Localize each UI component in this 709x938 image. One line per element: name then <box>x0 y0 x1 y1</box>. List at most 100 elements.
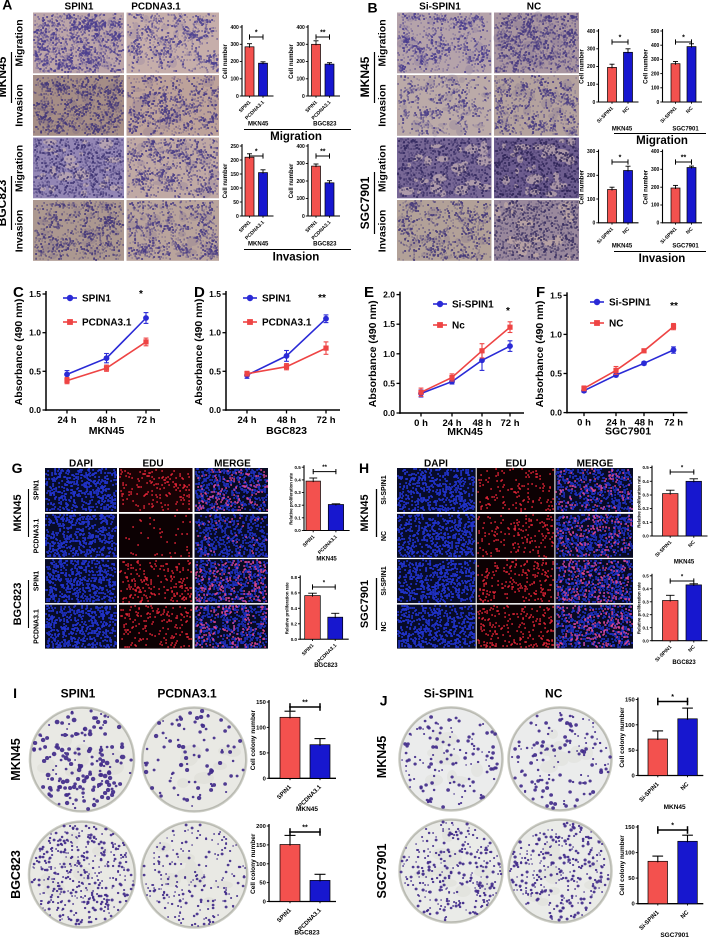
svg-text:*: * <box>619 154 622 161</box>
svg-text:0.3: 0.3 <box>295 490 302 495</box>
svg-text:100: 100 <box>651 86 660 92</box>
svg-text:Invasion: Invasion <box>377 210 389 253</box>
svg-text:Cell number: Cell number <box>223 163 229 198</box>
svg-text:NC: NC <box>609 319 623 330</box>
svg-text:200: 200 <box>230 59 239 65</box>
svg-text:Migration: Migration <box>14 19 26 66</box>
svg-text:100: 100 <box>230 186 239 192</box>
svg-text:Cell number: Cell number <box>223 44 229 79</box>
svg-text:Absorbance (490 nm): Absorbance (490 nm) <box>13 299 25 406</box>
svg-text:Cell number: Cell number <box>289 44 295 79</box>
svg-text:B: B <box>367 0 377 16</box>
svg-text:**: ** <box>320 148 326 155</box>
svg-text:PCDNA3.1: PCDNA3.1 <box>34 519 41 554</box>
svg-text:MKN45: MKN45 <box>612 244 633 250</box>
svg-text:BGC823: BGC823 <box>9 850 23 899</box>
svg-text:0.2: 0.2 <box>643 612 650 617</box>
svg-text:MKN45: MKN45 <box>612 127 633 133</box>
svg-text:50: 50 <box>628 748 634 754</box>
svg-text:Cell number: Cell number <box>289 163 295 198</box>
svg-text:1.0: 1.0 <box>29 328 41 338</box>
svg-text:Si-SPIN1: Si-SPIN1 <box>419 2 461 13</box>
svg-text:200: 200 <box>587 173 596 179</box>
svg-text:0: 0 <box>263 900 266 906</box>
svg-text:Cell colony number: Cell colony number <box>619 707 626 768</box>
svg-text:2.0: 2.0 <box>383 290 395 300</box>
svg-text:0.3: 0.3 <box>643 599 650 604</box>
svg-text:0.0: 0.0 <box>291 637 298 642</box>
svg-text:I: I <box>13 685 17 701</box>
svg-text:100: 100 <box>296 196 305 202</box>
svg-text:Absorbance (490 nm): Absorbance (490 nm) <box>193 299 205 406</box>
svg-text:0.2: 0.2 <box>295 503 302 508</box>
svg-text:100: 100 <box>256 862 266 868</box>
svg-text:50: 50 <box>259 751 265 757</box>
svg-text:SPIN1: SPIN1 <box>34 480 41 500</box>
svg-text:PCDNA3.1: PCDNA3.1 <box>82 318 132 329</box>
svg-text:Cell colony number: Cell colony number <box>250 709 257 770</box>
svg-text:0: 0 <box>236 94 239 100</box>
svg-text:50: 50 <box>628 876 634 882</box>
svg-text:200: 200 <box>230 158 239 164</box>
svg-text:MKN45: MKN45 <box>296 806 318 813</box>
svg-text:1.0: 1.0 <box>209 328 221 338</box>
svg-text:1.0: 1.0 <box>383 349 395 359</box>
svg-text:48 h: 48 h <box>472 418 491 429</box>
svg-text:BGC823: BGC823 <box>266 425 307 437</box>
svg-text:SGC7901: SGC7901 <box>660 932 689 938</box>
svg-text:100: 100 <box>587 82 596 88</box>
svg-text:0.3: 0.3 <box>643 493 650 498</box>
svg-text:SPIN1: SPIN1 <box>34 571 41 591</box>
svg-text:24 h: 24 h <box>606 418 625 429</box>
svg-text:0: 0 <box>631 774 634 780</box>
svg-text:24 h: 24 h <box>57 415 76 426</box>
svg-text:100: 100 <box>625 723 635 729</box>
svg-text:Relative proliferation rate: Relative proliferation rate <box>637 475 642 527</box>
svg-text:300: 300 <box>651 57 660 63</box>
svg-text:100: 100 <box>256 726 266 732</box>
svg-text:*: * <box>619 34 622 41</box>
svg-text:0: 0 <box>657 221 660 227</box>
svg-text:0: 0 <box>302 94 305 100</box>
svg-text:200: 200 <box>587 64 596 70</box>
svg-text:J: J <box>380 693 388 709</box>
svg-text:Cell number: Cell number <box>580 169 586 204</box>
svg-text:0.5: 0.5 <box>295 465 302 470</box>
svg-text:Invasion: Invasion <box>273 252 320 264</box>
svg-text:SGC7901: SGC7901 <box>375 844 389 899</box>
svg-text:NC: NC <box>685 226 695 236</box>
svg-text:*: * <box>255 148 258 155</box>
svg-text:0.4: 0.4 <box>291 606 298 611</box>
svg-text:MKN45: MKN45 <box>12 494 24 531</box>
svg-text:NC: NC <box>381 531 388 541</box>
svg-text:DAPI: DAPI <box>69 459 93 470</box>
svg-text:Migration: Migration <box>14 145 26 192</box>
svg-text:100: 100 <box>587 197 596 203</box>
svg-text:Migration: Migration <box>377 19 389 66</box>
svg-text:400: 400 <box>296 25 305 31</box>
svg-text:BGC823: BGC823 <box>313 242 337 248</box>
svg-text:SPIN1: SPIN1 <box>65 2 94 13</box>
svg-text:PCDNA3.1: PCDNA3.1 <box>262 318 312 329</box>
svg-text:NC: NC <box>545 687 563 701</box>
svg-text:MKN45: MKN45 <box>447 426 483 438</box>
svg-text:**: ** <box>302 699 308 706</box>
svg-text:0.0: 0.0 <box>643 534 650 539</box>
svg-text:0.2: 0.2 <box>291 621 298 626</box>
svg-text:200: 200 <box>256 824 266 830</box>
svg-text:0.5: 0.5 <box>550 369 562 379</box>
svg-text:Si-SPIN1: Si-SPIN1 <box>452 300 494 311</box>
svg-text:0: 0 <box>657 100 660 106</box>
svg-text:200: 200 <box>651 185 660 191</box>
svg-text:1.5: 1.5 <box>29 289 41 299</box>
svg-text:0.4: 0.4 <box>295 477 302 482</box>
svg-text:400: 400 <box>230 25 239 31</box>
svg-text:NC: NC <box>680 781 691 792</box>
svg-text:1.5: 1.5 <box>550 290 562 300</box>
svg-text:50: 50 <box>233 200 239 206</box>
svg-text:MERGE: MERGE <box>214 459 251 470</box>
svg-text:F: F <box>536 284 545 301</box>
svg-text:300: 300 <box>230 42 239 48</box>
svg-text:Invasion: Invasion <box>14 210 26 253</box>
svg-text:NC: NC <box>381 621 388 631</box>
